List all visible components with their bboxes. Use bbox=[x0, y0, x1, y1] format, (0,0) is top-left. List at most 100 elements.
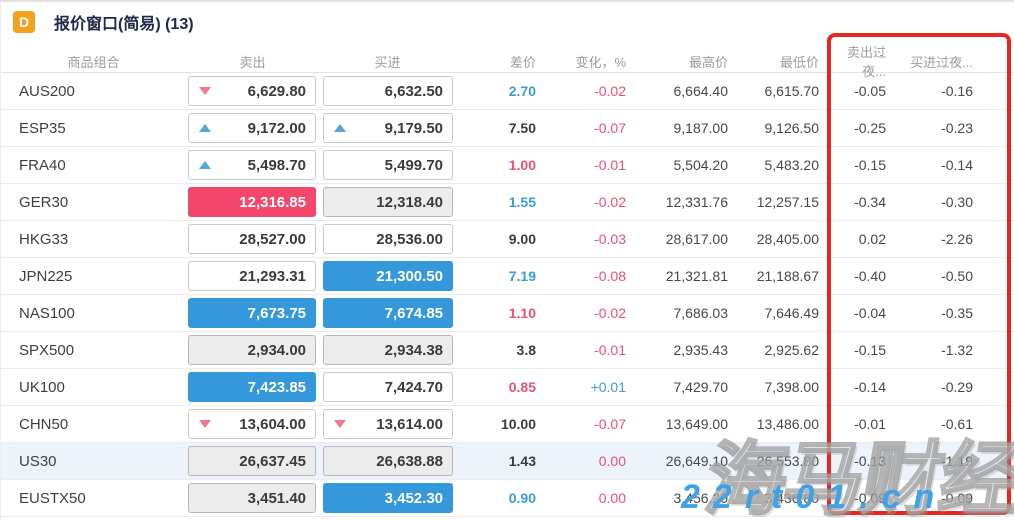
high-value: 21,321.81 bbox=[665, 268, 728, 284]
buy-price: 28,536.00 bbox=[376, 230, 443, 248]
quote-row[interactable]: CHN50 13,604.00 13,614.00 10.00 -0.07 13… bbox=[1, 406, 1014, 443]
sell-cell[interactable]: 6,629.80 bbox=[188, 76, 316, 106]
buy-cell[interactable]: 12,318.40 bbox=[323, 187, 453, 217]
sell-cell[interactable]: 5,498.70 bbox=[188, 150, 316, 180]
change-value: -0.03 bbox=[594, 231, 626, 247]
change-value: +0.01 bbox=[590, 379, 626, 395]
spread-value: 1.43 bbox=[508, 453, 536, 469]
high-value: 9,187.00 bbox=[673, 120, 729, 136]
quote-row[interactable]: ESP35 9,172.00 9,179.50 7.50 -0.07 9,187… bbox=[1, 110, 1014, 147]
sell-cell[interactable]: 7,673.75 bbox=[188, 298, 316, 328]
buy-price: 9,179.50 bbox=[384, 119, 443, 137]
column-header-sell[interactable]: 卖出 bbox=[239, 54, 266, 70]
sell-price: 7,423.85 bbox=[247, 378, 306, 396]
sell-price: 13,604.00 bbox=[239, 415, 306, 433]
buy-cell[interactable]: 13,614.00 bbox=[323, 409, 453, 439]
spread-value: 1.00 bbox=[508, 157, 536, 173]
column-header-sell-overnight[interactable]: 卖出过夜... bbox=[846, 45, 886, 79]
sell-overnight-value: 0.02 bbox=[858, 231, 886, 247]
price-down-icon bbox=[199, 420, 211, 428]
sell-overnight-value: -0.04 bbox=[854, 305, 886, 321]
quote-row[interactable]: HKG33 28,527.00 28,536.00 9.00 -0.03 28,… bbox=[1, 221, 1014, 258]
instrument-name: SPX500 bbox=[19, 341, 75, 359]
title-bar: D 报价窗口(简易) (13) bbox=[1, 2, 1014, 42]
instrument-name: UK100 bbox=[19, 378, 65, 396]
column-header-high[interactable]: 最高价 bbox=[688, 54, 728, 70]
buy-overnight-value: -0.14 bbox=[941, 157, 973, 173]
buy-cell[interactable]: 7,674.85 bbox=[323, 298, 453, 328]
buy-cell[interactable]: 9,179.50 bbox=[323, 113, 453, 143]
price-down-icon bbox=[199, 87, 211, 95]
column-header-change[interactable]: 变化，% bbox=[575, 54, 626, 70]
high-value: 7,429.70 bbox=[673, 379, 729, 395]
change-value: -0.02 bbox=[594, 83, 626, 99]
price-down-icon bbox=[334, 420, 346, 428]
low-value: 21,188.67 bbox=[756, 268, 819, 284]
high-value: 5,504.20 bbox=[673, 157, 729, 173]
buy-overnight-value: -0.61 bbox=[941, 416, 973, 432]
sell-cell[interactable]: 2,934.00 bbox=[188, 335, 316, 365]
buy-price: 6,632.50 bbox=[384, 82, 443, 100]
sell-cell[interactable]: 21,293.31 bbox=[188, 261, 316, 291]
high-value: 6,664.40 bbox=[673, 83, 729, 99]
sell-overnight-value: -0.09 bbox=[854, 490, 886, 506]
quote-row[interactable]: US30 26,637.45 26,638.88 1.43 0.00 26,64… bbox=[1, 443, 1014, 480]
quote-row[interactable]: NAS100 7,673.75 7,674.85 1.10 -0.02 7,68… bbox=[1, 295, 1014, 332]
quote-row[interactable]: UK100 7,423.85 7,424.70 0.85 +0.01 7,429… bbox=[1, 369, 1014, 406]
buy-price: 2,934.38 bbox=[384, 341, 443, 359]
spread-value: 7.19 bbox=[508, 268, 536, 284]
buy-cell[interactable]: 5,499.70 bbox=[323, 150, 453, 180]
buy-overnight-value: -0.16 bbox=[941, 83, 973, 99]
buy-cell[interactable]: 2,934.38 bbox=[323, 335, 453, 365]
high-value: 3,456.20 bbox=[673, 490, 729, 506]
high-value: 28,617.00 bbox=[665, 231, 728, 247]
spread-value: 9.00 bbox=[508, 231, 536, 247]
column-header-buy-overnight[interactable]: 买进过夜... bbox=[910, 54, 973, 70]
quote-row[interactable]: AUS200 6,629.80 6,632.50 2.70 -0.02 6,66… bbox=[1, 73, 1014, 110]
sell-price: 6,629.80 bbox=[247, 82, 306, 100]
quote-row[interactable]: GER30 12,316.85 12,318.40 1.55 -0.02 12,… bbox=[1, 184, 1014, 221]
sell-price: 12,316.85 bbox=[239, 193, 306, 211]
sell-cell[interactable]: 28,527.00 bbox=[188, 224, 316, 254]
instrument-name: CHN50 bbox=[19, 415, 69, 433]
buy-cell[interactable]: 7,424.70 bbox=[323, 372, 453, 402]
spread-value: 2.70 bbox=[508, 83, 536, 99]
price-up-icon bbox=[199, 161, 211, 169]
app-icon: D bbox=[13, 11, 35, 33]
quote-row[interactable]: JPN225 21,293.31 21,300.50 7.19 -0.08 21… bbox=[1, 258, 1014, 295]
low-value: 28,405.00 bbox=[756, 231, 819, 247]
sell-price: 7,673.75 bbox=[247, 304, 306, 322]
instrument-name: GER30 bbox=[19, 193, 69, 211]
buy-cell[interactable]: 21,300.50 bbox=[323, 261, 453, 291]
spread-value: 1.55 bbox=[508, 194, 536, 210]
buy-cell[interactable]: 6,632.50 bbox=[323, 76, 453, 106]
sell-cell[interactable]: 7,423.85 bbox=[188, 372, 316, 402]
sell-cell[interactable]: 12,316.85 bbox=[188, 187, 316, 217]
price-up-icon bbox=[199, 124, 211, 132]
sell-price: 3,451.40 bbox=[247, 489, 306, 507]
low-value: 7,646.49 bbox=[764, 305, 820, 321]
sell-overnight-value: -0.14 bbox=[854, 379, 886, 395]
quote-row[interactable]: SPX500 2,934.00 2,934.38 3.8 -0.01 2,935… bbox=[1, 332, 1014, 369]
column-header-low[interactable]: 最低价 bbox=[779, 54, 819, 70]
buy-cell[interactable]: 28,536.00 bbox=[323, 224, 453, 254]
spread-value: 10.00 bbox=[500, 416, 536, 432]
change-value: -0.02 bbox=[594, 194, 626, 210]
quote-row[interactable]: EUSTX50 3,451.40 3,452.30 0.90 0.00 3,45… bbox=[1, 480, 1014, 517]
column-header-spread[interactable]: 差价 bbox=[509, 54, 536, 70]
sell-cell[interactable]: 26,637.45 bbox=[188, 446, 316, 476]
low-value: 9,126.50 bbox=[764, 120, 820, 136]
column-header-buy[interactable]: 买进 bbox=[374, 54, 401, 70]
sell-overnight-value: -0.25 bbox=[854, 120, 886, 136]
buy-overnight-value: -1.19 bbox=[941, 453, 973, 469]
sell-cell[interactable]: 3,451.40 bbox=[188, 483, 316, 513]
column-header-name[interactable]: 商品组合 bbox=[67, 54, 120, 70]
buy-cell[interactable]: 26,638.88 bbox=[323, 446, 453, 476]
change-value: -0.08 bbox=[594, 268, 626, 284]
buy-cell[interactable]: 3,452.30 bbox=[323, 483, 453, 513]
sell-cell[interactable]: 9,172.00 bbox=[188, 113, 316, 143]
quote-row[interactable]: FRA40 5,498.70 5,499.70 1.00 -0.01 5,504… bbox=[1, 147, 1014, 184]
sell-cell[interactable]: 13,604.00 bbox=[188, 409, 316, 439]
low-value: 3,436.80 bbox=[764, 490, 820, 506]
sell-price: 28,527.00 bbox=[239, 230, 306, 248]
